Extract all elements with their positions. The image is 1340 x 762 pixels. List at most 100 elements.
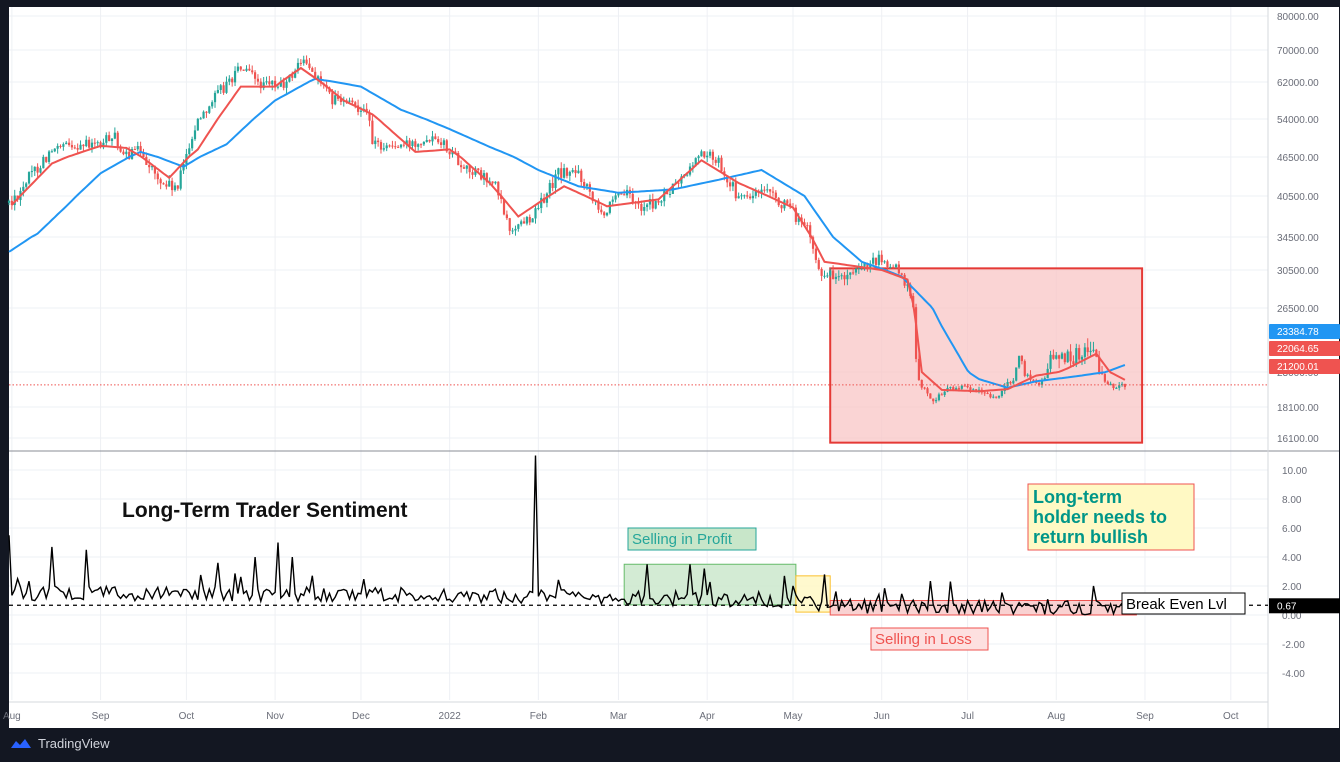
candle-body[interactable]: [7, 200, 11, 203]
candle-body[interactable]: [282, 81, 285, 88]
candle-body[interactable]: [445, 140, 448, 152]
candle-body[interactable]: [889, 266, 892, 268]
candle-body[interactable]: [291, 75, 294, 78]
candle-body[interactable]: [605, 212, 609, 216]
candle-body[interactable]: [96, 142, 99, 144]
candle-body[interactable]: [880, 254, 883, 263]
candle-body[interactable]: [923, 387, 926, 389]
candle-body[interactable]: [474, 168, 477, 175]
candle-body[interactable]: [949, 387, 952, 389]
candle-body[interactable]: [1092, 349, 1095, 351]
candle-body[interactable]: [717, 157, 720, 163]
candle-body[interactable]: [831, 270, 835, 280]
candle-body[interactable]: [457, 153, 460, 166]
candle-body[interactable]: [279, 81, 282, 87]
candle-body[interactable]: [1017, 355, 1021, 368]
candle-body[interactable]: [983, 392, 986, 394]
candle-body[interactable]: [437, 139, 440, 143]
candle-body[interactable]: [110, 138, 114, 141]
candle-body[interactable]: [505, 214, 508, 219]
candle-body[interactable]: [557, 168, 560, 175]
candle-body[interactable]: [156, 173, 159, 180]
candle-body[interactable]: [428, 140, 431, 142]
candle-body[interactable]: [399, 144, 403, 148]
candle-body[interactable]: [706, 155, 709, 158]
candle-body[interactable]: [199, 118, 202, 120]
candle-body[interactable]: [50, 151, 54, 153]
candle-body[interactable]: [1118, 385, 1121, 388]
candle-body[interactable]: [955, 388, 958, 390]
candle-body[interactable]: [271, 80, 274, 85]
candle-body[interactable]: [897, 264, 900, 274]
candle-body[interactable]: [663, 191, 666, 202]
candle-body[interactable]: [1069, 351, 1072, 362]
candle-body[interactable]: [852, 272, 855, 274]
candle-body[interactable]: [766, 189, 769, 191]
candle-body[interactable]: [388, 145, 391, 147]
candle-body[interactable]: [837, 276, 840, 278]
candle-body[interactable]: [531, 218, 534, 223]
candle-body[interactable]: [811, 237, 815, 249]
candle-body[interactable]: [208, 106, 211, 113]
candle-body[interactable]: [22, 186, 25, 191]
candle-body[interactable]: [914, 307, 918, 359]
candle-body[interactable]: [1078, 348, 1081, 360]
candle-body[interactable]: [840, 275, 843, 277]
candle-body[interactable]: [794, 207, 797, 222]
candle-body[interactable]: [165, 184, 168, 187]
candle-body[interactable]: [276, 86, 280, 88]
candle-body[interactable]: [53, 148, 56, 152]
candle-body[interactable]: [986, 392, 989, 394]
candle-body[interactable]: [886, 261, 889, 267]
candle-body[interactable]: [960, 385, 963, 389]
candle-body[interactable]: [268, 81, 271, 85]
candle-body[interactable]: [920, 379, 923, 388]
candle-body[interactable]: [769, 189, 772, 192]
candle-body[interactable]: [854, 268, 858, 273]
candle-body[interactable]: [79, 144, 82, 150]
candle-body[interactable]: [748, 196, 752, 199]
candle-body[interactable]: [611, 199, 614, 202]
candle-body[interactable]: [356, 105, 360, 112]
candle-body[interactable]: [508, 218, 511, 231]
candle-body[interactable]: [995, 396, 998, 398]
chart-canvas[interactable]: 80000.00 70000.00 62000.00 54000.00 46500.00…: [0, 0, 1340, 728]
candle-body[interactable]: [1083, 347, 1086, 357]
candle-body[interactable]: [196, 118, 199, 131]
candle-body[interactable]: [1098, 356, 1101, 373]
candle-body[interactable]: [211, 102, 214, 107]
candle-body[interactable]: [1012, 380, 1015, 384]
candle-body[interactable]: [823, 275, 826, 277]
candle-body[interactable]: [803, 222, 806, 226]
candle-body[interactable]: [65, 142, 68, 145]
candle-body[interactable]: [534, 208, 537, 219]
candle-body[interactable]: [73, 147, 76, 149]
candle-body[interactable]: [700, 151, 703, 157]
candle-body[interactable]: [694, 158, 697, 166]
candle-body[interactable]: [771, 191, 775, 193]
candle-body[interactable]: [754, 190, 757, 196]
candle-body[interactable]: [760, 189, 763, 193]
candle-body[interactable]: [1112, 383, 1115, 389]
candle-body[interactable]: [906, 284, 909, 286]
candle-body[interactable]: [943, 391, 946, 396]
candle-body[interactable]: [686, 174, 689, 176]
candle-body[interactable]: [937, 394, 941, 401]
candle-body[interactable]: [1066, 351, 1069, 363]
candle-body[interactable]: [351, 100, 354, 103]
candle-body[interactable]: [13, 195, 16, 206]
candle-body[interactable]: [311, 68, 314, 72]
candle-body[interactable]: [525, 216, 529, 224]
candle-body[interactable]: [459, 165, 463, 168]
candle-body[interactable]: [563, 168, 566, 178]
candle-body[interactable]: [142, 152, 145, 157]
candle-body[interactable]: [1006, 381, 1009, 387]
candle-body[interactable]: [56, 145, 59, 149]
candle-body[interactable]: [714, 159, 717, 163]
candle-body[interactable]: [302, 59, 305, 64]
candle-body[interactable]: [485, 173, 488, 183]
candle-body[interactable]: [1052, 354, 1055, 359]
candle-body[interactable]: [382, 148, 385, 150]
candle-body[interactable]: [929, 393, 932, 399]
candle-body[interactable]: [728, 182, 732, 187]
